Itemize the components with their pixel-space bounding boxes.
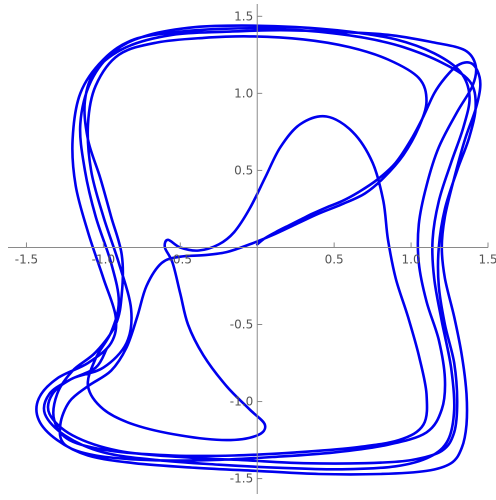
tick-marks: -1.5 -1.0 -0.5 0.5 1.0 1.5 1.5 1.0 0.5 -0.5 -1.0 -1… (15, 9, 496, 485)
trajectory-series-0 (35, 24, 482, 476)
y-tick-label: -0.5 (230, 318, 253, 332)
axes (8, 4, 488, 494)
x-tick-label: -0.5 (169, 252, 192, 266)
x-tick-label: -1.0 (92, 252, 115, 266)
x-tick-label: -1.5 (15, 252, 38, 266)
x-tick-label: 1.5 (478, 252, 496, 266)
y-tick-label: -1.0 (230, 395, 253, 409)
y-tick-label: 1.0 (234, 86, 253, 100)
x-tick-label: 0.5 (325, 252, 344, 266)
x-tick-label: 1.0 (402, 252, 421, 266)
trajectory-layer (35, 24, 482, 476)
y-tick-label: 1.5 (234, 9, 253, 23)
y-tick-label: -1.5 (230, 472, 253, 486)
y-tick-label: 0.5 (234, 163, 253, 177)
